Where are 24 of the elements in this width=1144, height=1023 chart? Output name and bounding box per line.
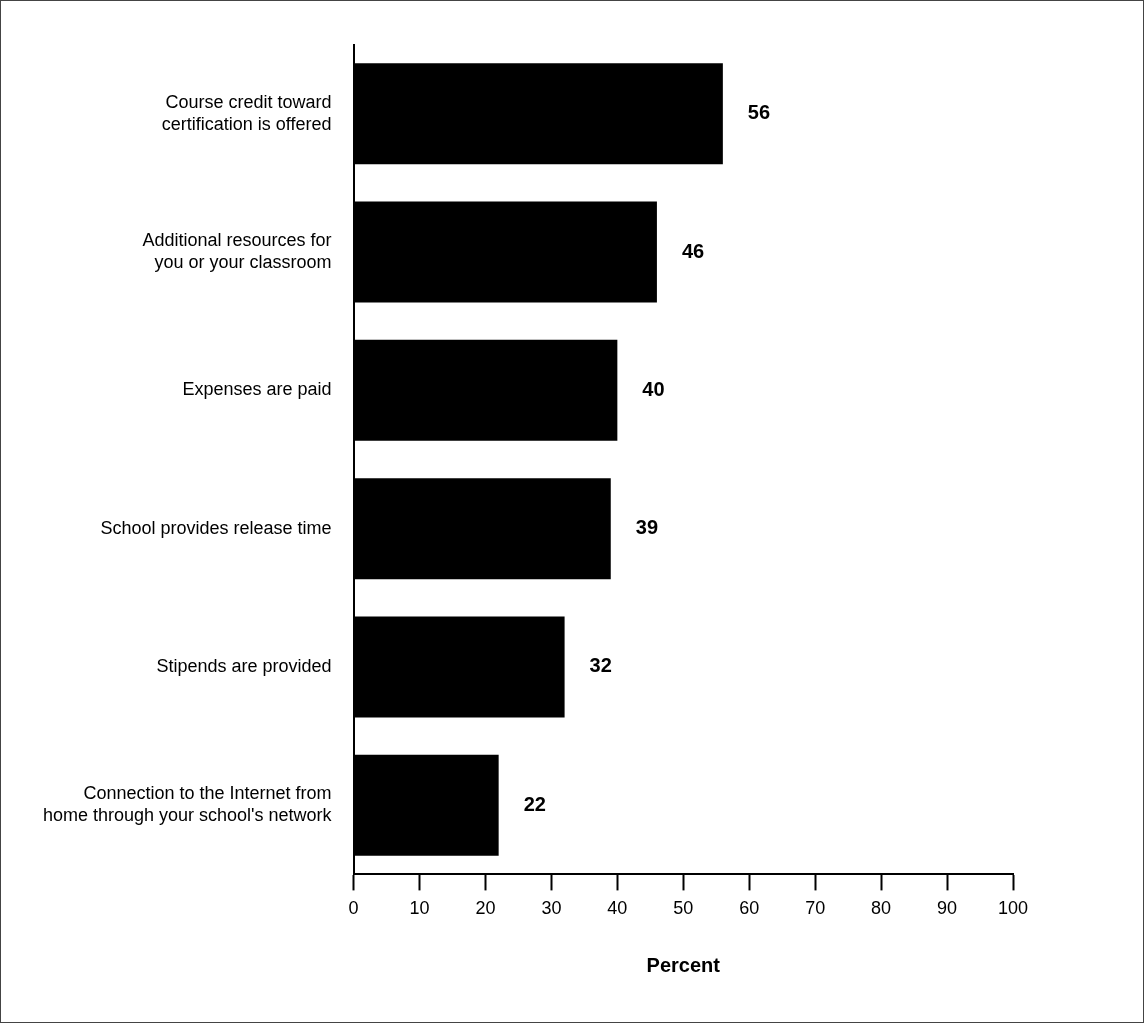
x-tick-label: 80 — [871, 898, 892, 919]
data-label: 46 — [681, 239, 705, 262]
x-tick-label: 40 — [607, 898, 628, 919]
x-tick-label: 60 — [739, 898, 760, 919]
data-label: 56 — [747, 101, 771, 124]
data-label: 39 — [635, 516, 659, 539]
y-tick-label: School provides release time — [100, 517, 332, 538]
x-tick-label: 50 — [673, 898, 694, 919]
y-tick-label: Expenses are paid — [182, 379, 332, 400]
x-axis-title: Percent — [646, 953, 721, 976]
x-tick-label: 10 — [409, 898, 430, 919]
y-tick-label: Course credit toward certification is offered — [161, 91, 332, 134]
data-label: 32 — [589, 654, 612, 677]
x-tick-label: 100 — [997, 898, 1029, 919]
y-tick-label: Additional resources for you or your classroom — [142, 230, 332, 272]
x-tick-label: 20 — [475, 898, 496, 919]
x-tick-label: 90 — [937, 898, 958, 919]
x-tick-label: 30 — [541, 898, 562, 919]
data-label: 40 — [642, 377, 665, 400]
y-tick-label: Connection to the Internet from home through your school's network — [43, 783, 333, 826]
data-label: 22 — [523, 792, 546, 815]
x-tick-label: 0 — [348, 898, 359, 919]
y-tick-label: Stipends are provided — [156, 655, 332, 676]
x-tick-label: 70 — [805, 898, 826, 919]
